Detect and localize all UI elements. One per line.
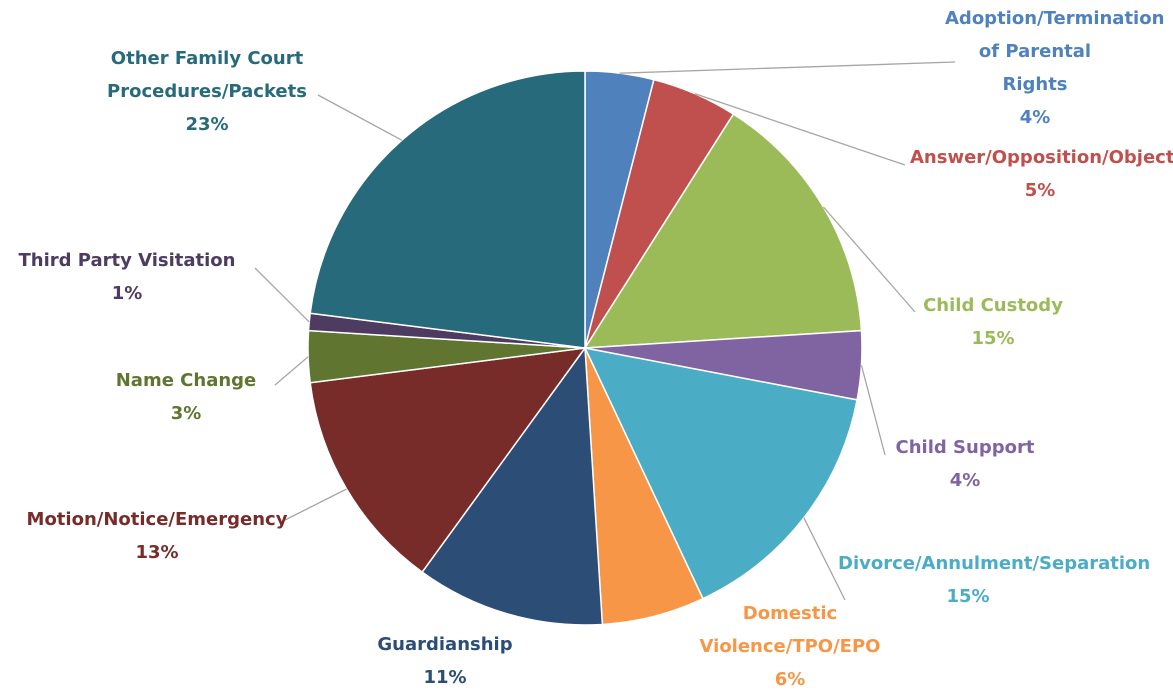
value-label: 1% — [111, 283, 143, 304]
category-label: Adoption/Termination of Parental Rights — [945, 8, 1165, 95]
slice-label: Domestic Violence/TPO/EPO 6% — [690, 597, 890, 694]
pie-slice — [309, 347, 587, 574]
category-label: Motion/Notice/Emergency — [26, 509, 288, 530]
category-label: Child Custody — [923, 295, 1063, 316]
slice-label: Guardianship 11% — [345, 628, 545, 694]
leader-line — [694, 93, 906, 166]
leader-line — [803, 517, 846, 601]
pie-slice — [421, 345, 604, 626]
value-label: 4% — [949, 470, 981, 491]
value-label: 13% — [135, 542, 179, 563]
value-label: 6% — [774, 669, 806, 690]
leader-line — [317, 94, 403, 141]
leader-line — [619, 61, 956, 74]
category-label: Third Party Visitation — [18, 250, 236, 271]
value-label: 5% — [1024, 180, 1056, 201]
value-label: 3% — [170, 403, 202, 424]
slice-label: Adoption/Termination of Parental Rights 4… — [945, 2, 1165, 134]
pie-slice — [309, 70, 586, 349]
slice-label: Other Family Court Procedures/Packets 23% — [77, 42, 337, 141]
value-label: 15% — [971, 328, 1015, 349]
category-label: Domestic Violence/TPO/EPO — [699, 603, 881, 657]
leader-line — [284, 488, 347, 521]
leader-line — [822, 206, 916, 313]
value-label: 4% — [1019, 107, 1051, 128]
leader-line — [274, 356, 309, 386]
category-label: Name Change — [115, 370, 257, 391]
pie-slice — [583, 346, 858, 600]
slice-label: Third Party Visitation 1% — [0, 244, 257, 310]
value-label: 11% — [423, 667, 467, 688]
slice-label: Child Support 4% — [865, 431, 1065, 497]
category-label: Guardianship — [377, 634, 513, 655]
slice-label: Child Custody 15% — [893, 289, 1093, 355]
pie-slice — [583, 113, 863, 349]
category-label: Other Family Court Procedures/Packets — [107, 48, 307, 102]
category-label: Divorce/Annulment/Separation — [838, 553, 1151, 574]
slice-label: Motion/Notice/Emergency 13% — [22, 503, 292, 569]
leader-line — [254, 267, 310, 323]
value-label: 15% — [946, 586, 990, 607]
leader-line — [860, 365, 886, 456]
slice-label: Name Change 3% — [86, 364, 286, 430]
slice-label: Answer/Opposition/Objection 5% — [910, 141, 1173, 207]
category-label: Answer/Opposition/Objection — [910, 147, 1173, 168]
category-label: Child Support — [895, 437, 1035, 458]
value-label: 23% — [185, 114, 229, 135]
slice-label: Divorce/Annulment/Separation 15% — [838, 547, 1151, 613]
